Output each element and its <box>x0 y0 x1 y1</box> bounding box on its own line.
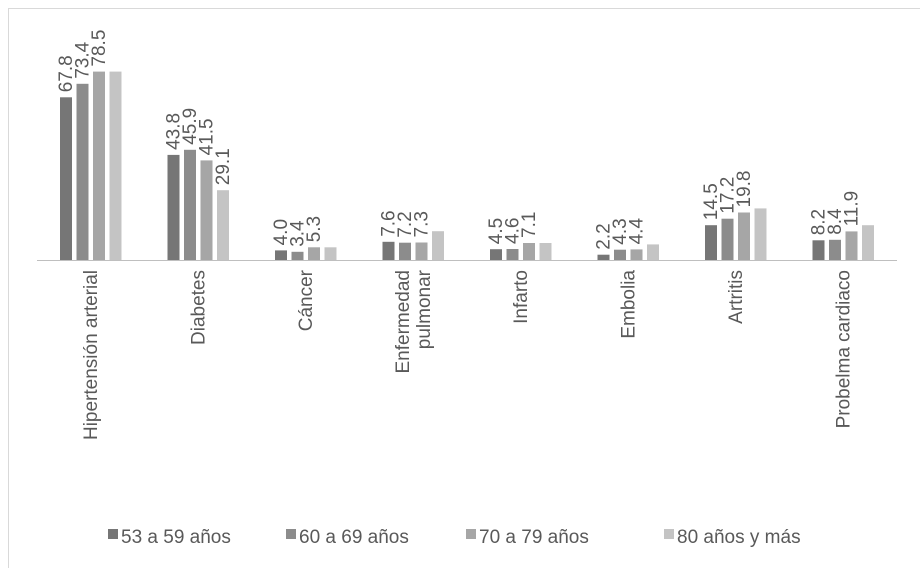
data-label: 3.4 <box>288 220 309 247</box>
bar <box>705 225 717 260</box>
data-label: 8.2 <box>809 209 830 235</box>
legend-label: 53 a 59 años <box>121 527 231 548</box>
data-label: 43.8 <box>164 113 185 150</box>
bar <box>754 208 767 260</box>
bar <box>523 243 535 260</box>
bar <box>415 242 428 260</box>
category-label: Embolia <box>618 270 639 339</box>
bar <box>614 249 626 260</box>
bar <box>647 244 659 260</box>
category-labels-group: Hipertensión arterial Diabetes Cáncer Enfer… <box>81 269 854 440</box>
legend-label: 70 a 79 años <box>479 527 589 548</box>
legend-swatch <box>466 529 476 539</box>
bar <box>184 149 196 260</box>
chart-frame <box>8 8 920 568</box>
data-label: 19.8 <box>734 171 755 208</box>
bars-group <box>60 71 874 260</box>
category-label: pulmonar <box>414 269 435 349</box>
data-label: 4.3 <box>610 218 631 244</box>
data-label: 17.2 <box>718 177 739 214</box>
legend-swatch <box>108 529 118 539</box>
bar <box>324 247 337 260</box>
data-label: 73.4 <box>73 41 94 78</box>
bar <box>506 249 519 260</box>
bar <box>630 249 643 260</box>
bar <box>291 251 304 260</box>
bar <box>217 190 229 260</box>
data-label: 4.5 <box>486 218 507 244</box>
bar <box>597 254 610 260</box>
bar <box>200 160 213 260</box>
category-label: Hipertensión arterial <box>81 270 102 440</box>
legend-swatch <box>286 529 296 539</box>
data-label: 4.0 <box>271 219 292 245</box>
category-label: Enfermedad <box>393 270 414 374</box>
data-label: 14.5 <box>701 183 722 220</box>
data-label: 7.6 <box>379 210 400 236</box>
bar <box>738 212 750 260</box>
data-label: 11.9 <box>842 191 863 227</box>
bar <box>93 71 105 260</box>
category-label: Artritis <box>726 270 747 324</box>
legend: 53 a 59 años 60 a 69 años 70 a 79 años 80 a… <box>108 527 801 548</box>
data-label: 5.3 <box>304 216 325 242</box>
bar <box>167 154 180 260</box>
data-label: 4.6 <box>503 218 524 244</box>
bar <box>399 242 411 260</box>
category-label: Diabetes <box>188 270 209 345</box>
data-label: 4.4 <box>627 218 648 245</box>
data-label: 45.9 <box>180 108 201 145</box>
data-label: 78.5 <box>89 30 110 67</box>
data-label: 7.3 <box>412 211 433 237</box>
bar <box>109 71 122 260</box>
bar <box>829 239 841 260</box>
data-label: 29.1 <box>213 148 234 185</box>
category-label: Probelma cardiaco <box>833 270 854 428</box>
bar <box>275 250 287 260</box>
data-label: 8.4 <box>825 208 846 235</box>
bar <box>382 241 395 260</box>
bar <box>862 225 874 260</box>
data-label: 67.8 <box>56 55 77 92</box>
legend-label: 80 años y más <box>677 527 801 548</box>
data-labels-group: 67.873.478.5 43.845.941.529.1 4.03.45.3 7.6… <box>56 30 863 250</box>
data-label: 2.2 <box>594 223 615 249</box>
bar <box>490 249 502 260</box>
bar <box>432 231 444 260</box>
category-label: Infarto <box>511 270 532 324</box>
bar <box>721 218 734 260</box>
bar <box>308 247 320 260</box>
data-label: 41.5 <box>197 118 218 155</box>
legend-swatch <box>664 529 674 539</box>
data-label: 7.1 <box>519 212 540 238</box>
bar <box>60 97 72 260</box>
bar <box>76 83 89 260</box>
bar <box>845 231 858 260</box>
legend-label: 60 a 69 años <box>299 527 409 548</box>
category-label: Cáncer <box>296 269 317 331</box>
bar <box>812 240 825 260</box>
data-label: 7.2 <box>395 211 416 237</box>
bar <box>539 243 552 260</box>
